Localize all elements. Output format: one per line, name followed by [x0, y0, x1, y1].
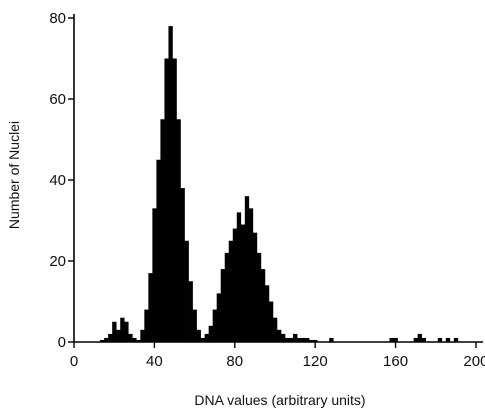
histogram-bar [124, 321, 129, 342]
histogram-bar [252, 232, 258, 342]
bars-group [100, 26, 459, 342]
histogram-bar [220, 269, 226, 342]
histogram-bar [389, 337, 394, 342]
histogram-bar [156, 159, 161, 342]
histogram-bar [228, 240, 234, 342]
histogram-bar [104, 337, 109, 342]
x-tick-label: 120 [303, 353, 328, 370]
x-tick-label: 160 [383, 353, 408, 370]
histogram-bar [285, 337, 290, 342]
histogram-bar [128, 333, 133, 342]
histogram-bar [136, 339, 141, 342]
histogram-bar [393, 337, 398, 342]
histogram-bar [140, 329, 145, 342]
histogram-bar [437, 337, 443, 342]
x-tick-label: 200 [463, 353, 485, 370]
y-axis-label: Number of Nuclei [6, 121, 22, 229]
histogram-bar [297, 337, 302, 342]
histogram-bar [148, 273, 153, 342]
histogram-bar [421, 337, 427, 342]
histogram-bar [208, 325, 213, 342]
x-tick-label: 40 [146, 353, 163, 370]
histogram-bar [200, 337, 205, 342]
histogram-bar [160, 119, 165, 342]
histogram-bar [301, 337, 306, 342]
histogram-bar [100, 339, 105, 342]
y-tick-label: 80 [49, 10, 66, 27]
histogram-bar [152, 208, 157, 342]
histogram-bar [108, 333, 113, 342]
y-tick-label: 20 [49, 253, 66, 270]
histogram-bar [112, 321, 117, 342]
histogram-bar [204, 333, 209, 342]
y-ticks: 0 20 40 60 80 [49, 10, 74, 351]
histogram-bar [120, 317, 125, 342]
y-tick-label: 60 [49, 91, 66, 108]
x-ticks: 0 40 80 120 160 200 [70, 342, 485, 370]
histogram-bar [132, 337, 137, 342]
x-tick-label: 80 [226, 353, 243, 370]
histogram-bar [224, 252, 230, 342]
histogram-bar [236, 212, 242, 342]
histogram-bar [293, 333, 298, 342]
histogram-bar [176, 119, 181, 342]
histogram-bar [168, 26, 173, 342]
histogram-bar [417, 333, 422, 342]
histogram-bar [248, 208, 254, 342]
histogram-bar [172, 58, 177, 342]
histogram-bar [289, 337, 294, 342]
histogram-bar [313, 339, 318, 342]
histogram-bar [144, 309, 149, 342]
histogram-bar [192, 309, 197, 342]
histogram-bar [116, 329, 121, 342]
histogram-bar [260, 269, 266, 342]
histogram-bar [184, 240, 189, 342]
histogram-bar [180, 188, 185, 342]
histogram-bar [164, 58, 169, 342]
histogram-bar [445, 337, 451, 342]
histogram-bar [329, 337, 334, 342]
histogram-bar [196, 329, 201, 342]
histogram-bar [264, 285, 270, 342]
histogram-bar [453, 337, 459, 342]
y-tick-label: 40 [49, 172, 66, 189]
histogram-bar [256, 252, 262, 342]
y-tick-label: 0 [58, 334, 66, 351]
histogram-bar [281, 333, 286, 342]
histogram-bar [244, 196, 250, 342]
histogram-bar [309, 339, 314, 342]
histogram-bar [305, 337, 310, 342]
histogram-bar [413, 337, 418, 342]
histogram-bar [272, 317, 278, 342]
histogram-bar [276, 329, 282, 342]
histogram-bar [216, 293, 222, 342]
histogram-bar [232, 228, 238, 342]
histogram-bar [212, 309, 217, 342]
x-axis-label: DNA values (arbitrary units) [194, 392, 365, 408]
histogram-bar [268, 301, 274, 342]
x-tick-label: 0 [70, 353, 78, 370]
histogram-bar [188, 281, 193, 342]
histogram-bar [240, 224, 246, 342]
